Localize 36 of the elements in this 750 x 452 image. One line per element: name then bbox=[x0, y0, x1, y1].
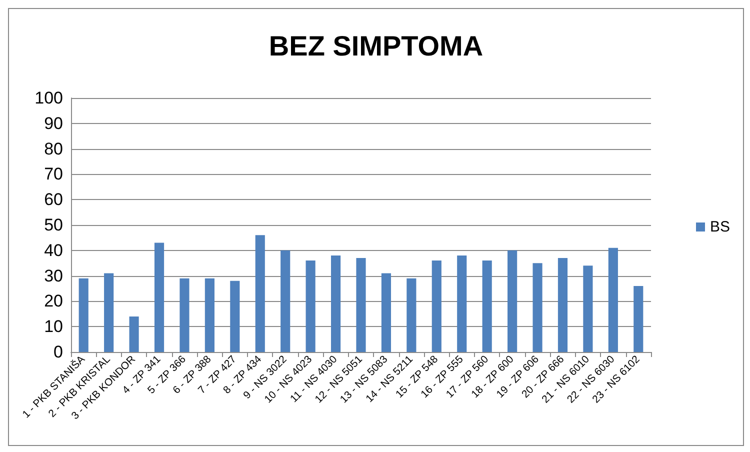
y-tick-label: 50 bbox=[44, 216, 63, 234]
y-tick-label: 20 bbox=[44, 292, 63, 311]
bar bbox=[154, 242, 164, 352]
y-tick-label: 90 bbox=[44, 114, 63, 133]
bar bbox=[432, 260, 442, 352]
bar bbox=[583, 266, 593, 352]
y-tick-label: 100 bbox=[34, 88, 63, 108]
bar bbox=[280, 250, 290, 352]
bar bbox=[230, 280, 240, 352]
y-tick-label: 10 bbox=[44, 317, 63, 336]
bar bbox=[608, 248, 618, 352]
bar bbox=[381, 273, 392, 352]
bar bbox=[104, 273, 114, 352]
y-tick-label: 60 bbox=[44, 190, 63, 210]
bar bbox=[508, 250, 518, 352]
y-tick-label: 80 bbox=[44, 139, 63, 158]
y-tick-label: 40 bbox=[44, 240, 63, 260]
bar bbox=[532, 263, 542, 352]
bar bbox=[306, 260, 316, 352]
bar bbox=[634, 286, 644, 352]
bar bbox=[78, 278, 88, 352]
y-tick-label: 70 bbox=[44, 164, 63, 184]
bar bbox=[204, 278, 214, 352]
bar bbox=[406, 278, 416, 352]
legend-label: BS bbox=[710, 218, 730, 236]
chart-title: BEZ SIMPTOMA bbox=[268, 30, 484, 62]
y-tick-label: 30 bbox=[44, 266, 63, 286]
bar bbox=[180, 278, 190, 352]
bar bbox=[457, 255, 467, 352]
bar bbox=[330, 255, 341, 352]
bar bbox=[255, 235, 265, 352]
bar bbox=[482, 260, 492, 352]
bar bbox=[356, 258, 366, 352]
bar bbox=[129, 316, 139, 352]
bar bbox=[558, 258, 568, 352]
y-tick-label: 0 bbox=[54, 342, 63, 362]
